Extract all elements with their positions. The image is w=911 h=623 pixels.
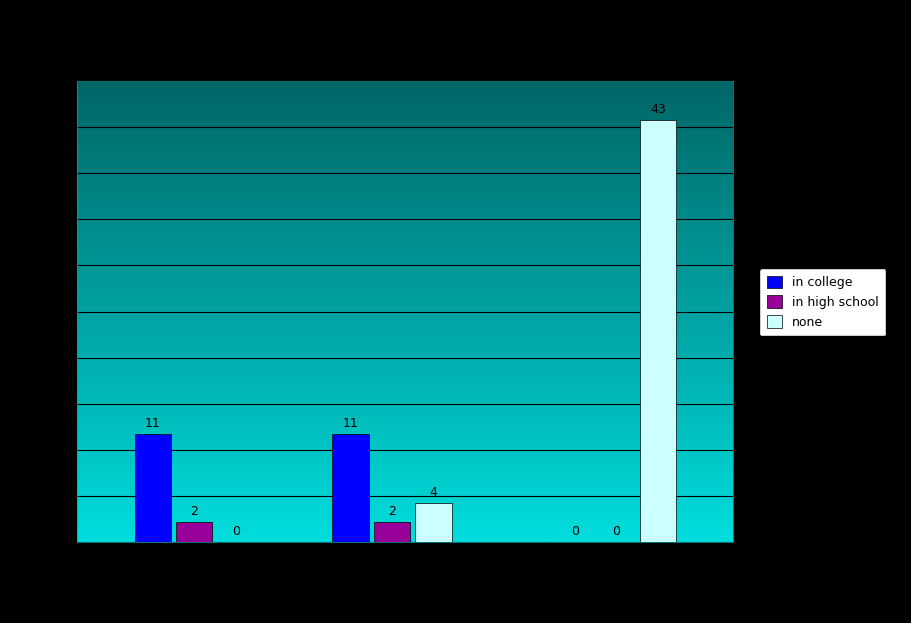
Text: 11: 11: [343, 417, 358, 430]
Text: 0: 0: [612, 525, 620, 538]
Bar: [374, 523, 410, 542]
Text: 11: 11: [145, 417, 160, 430]
Bar: [176, 523, 212, 542]
Bar: [135, 434, 171, 542]
Text: 0: 0: [231, 525, 240, 538]
Bar: [640, 120, 676, 542]
Text: 2: 2: [190, 505, 199, 518]
Text: 43: 43: [650, 103, 666, 117]
Text: 0: 0: [571, 525, 579, 538]
Bar: [333, 434, 369, 542]
Legend: in college, in high school, none: in college, in high school, none: [759, 268, 886, 336]
Text: 2: 2: [388, 505, 396, 518]
Text: 4: 4: [429, 486, 437, 499]
Bar: [415, 503, 452, 542]
